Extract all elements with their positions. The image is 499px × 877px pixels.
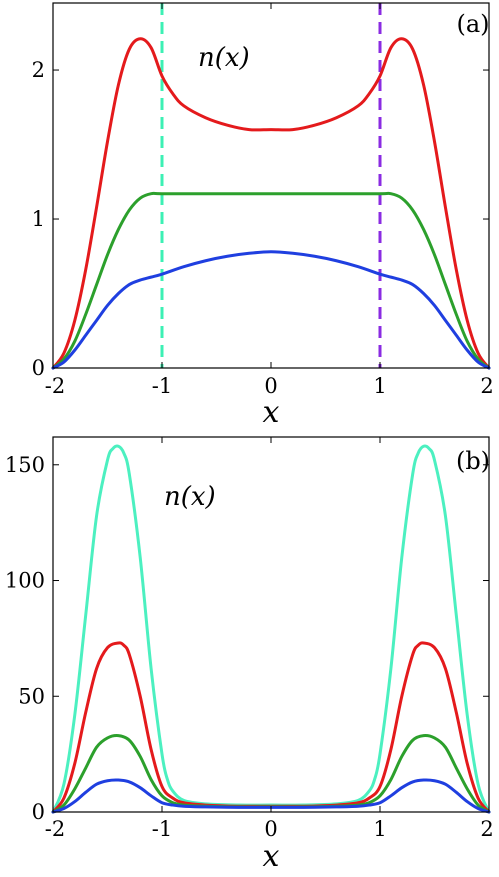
- panel-a-xtick-label: -1: [152, 374, 172, 398]
- panel-b-xtick-label: 2: [480, 817, 493, 841]
- panel-a-label: (a): [456, 10, 489, 38]
- panel-b-series-2-line: [51, 734, 491, 814]
- panel-b-ytick-label: 50: [18, 684, 45, 708]
- panel-b-x-axis-title: x: [263, 839, 280, 874]
- panel-a-xtick-label: 0: [264, 374, 277, 398]
- panel-a-ytick-label: 1: [32, 207, 45, 231]
- panel-a-ytick-label: 0: [32, 356, 45, 380]
- panel-b-ytick-label: 150: [5, 453, 45, 477]
- panel-b-ytick-label: 100: [5, 569, 45, 593]
- panel-a-series-2-line: [51, 250, 491, 370]
- panel-a-annotation: n(x): [198, 43, 250, 73]
- panel-a-series-0-line: [51, 37, 491, 370]
- panel-b-xtick-label: -2: [45, 817, 65, 841]
- panel-b-annotation: n(x): [164, 482, 216, 512]
- panel-a-ytick-label: 2: [32, 58, 45, 82]
- panel-a-xtick-label: 2: [480, 374, 493, 398]
- panel-b-xtick-label: 0: [264, 817, 277, 841]
- panel-b-label: (b): [456, 447, 490, 475]
- panel-a-xtick-label: -2: [45, 374, 65, 398]
- panel-a-chart: -2 -1 0 1 2 0 1 2 x (a) n(x): [32, 2, 494, 430]
- panel-b-xtick-label: -1: [152, 817, 172, 841]
- panel-b-series-0-line: [51, 444, 491, 814]
- panel-a-xtick-label: 1: [373, 374, 386, 398]
- panel-a-axes-frame: [52, 2, 490, 369]
- panel-b-axes-frame: [52, 436, 490, 813]
- panel-b-series-1-line: [51, 641, 491, 814]
- panel-a-x-axis-title: x: [263, 395, 280, 430]
- panel-b-xtick-label: 1: [373, 817, 386, 841]
- panel-a-series-1-line: [51, 191, 491, 370]
- panel-b-ytick-label: 0: [32, 800, 45, 824]
- panel-b-chart: -2 -1 0 1 2 0 50 100 150 x (b) n(x): [5, 436, 494, 874]
